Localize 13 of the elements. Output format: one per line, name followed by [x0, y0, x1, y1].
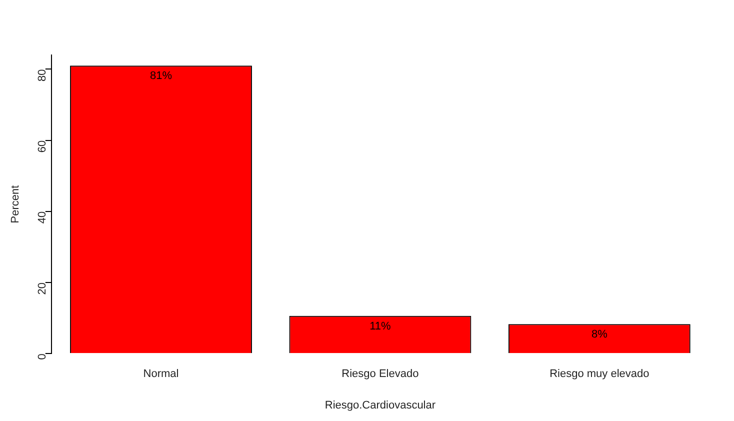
data-label: 11%	[370, 320, 392, 332]
y-tick-label: 0	[36, 354, 48, 360]
data-label: 8%	[591, 328, 608, 341]
y-tick-label: 80	[36, 69, 48, 82]
y-tick-label: 60	[36, 140, 48, 153]
y-axis-title: Percent	[10, 185, 22, 224]
y-tick-label: 40	[36, 211, 48, 224]
x-axis-title: Riesgo.Cardiovascular	[324, 399, 436, 412]
y-tick-label: 20	[36, 282, 48, 295]
x-tick-label: Riesgo Elevado	[342, 368, 419, 380]
x-tick-label: Riesgo muy elevado	[550, 368, 650, 380]
data-label: 81%	[150, 70, 172, 82]
x-tick-label: Normal	[143, 368, 179, 380]
